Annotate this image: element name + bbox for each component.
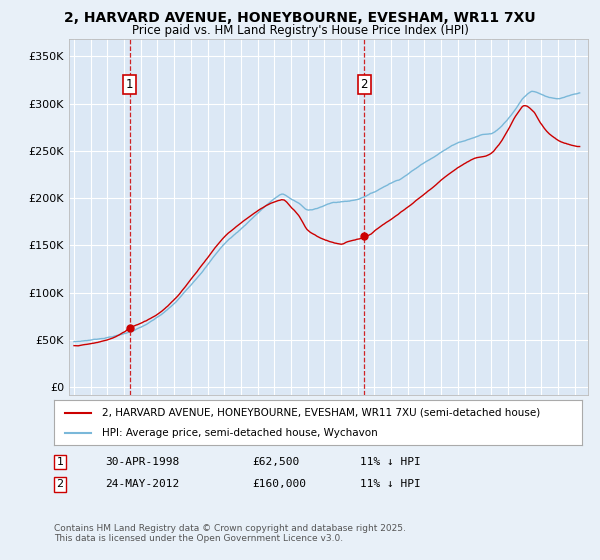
Text: 1: 1 (56, 457, 64, 467)
Text: Price paid vs. HM Land Registry's House Price Index (HPI): Price paid vs. HM Land Registry's House … (131, 24, 469, 36)
Text: 24-MAY-2012: 24-MAY-2012 (105, 479, 179, 489)
Text: £160,000: £160,000 (252, 479, 306, 489)
Text: 11% ↓ HPI: 11% ↓ HPI (360, 457, 421, 467)
Text: 2: 2 (56, 479, 64, 489)
Text: 11% ↓ HPI: 11% ↓ HPI (360, 479, 421, 489)
Text: 30-APR-1998: 30-APR-1998 (105, 457, 179, 467)
Text: Contains HM Land Registry data © Crown copyright and database right 2025.
This d: Contains HM Land Registry data © Crown c… (54, 524, 406, 543)
Text: 2, HARVARD AVENUE, HONEYBOURNE, EVESHAM, WR11 7XU (semi-detached house): 2, HARVARD AVENUE, HONEYBOURNE, EVESHAM,… (101, 408, 540, 418)
Text: 2, HARVARD AVENUE, HONEYBOURNE, EVESHAM, WR11 7XU: 2, HARVARD AVENUE, HONEYBOURNE, EVESHAM,… (64, 11, 536, 25)
Text: £62,500: £62,500 (252, 457, 299, 467)
Text: 1: 1 (126, 78, 133, 91)
Text: 2: 2 (361, 78, 368, 91)
Text: HPI: Average price, semi-detached house, Wychavon: HPI: Average price, semi-detached house,… (101, 428, 377, 438)
